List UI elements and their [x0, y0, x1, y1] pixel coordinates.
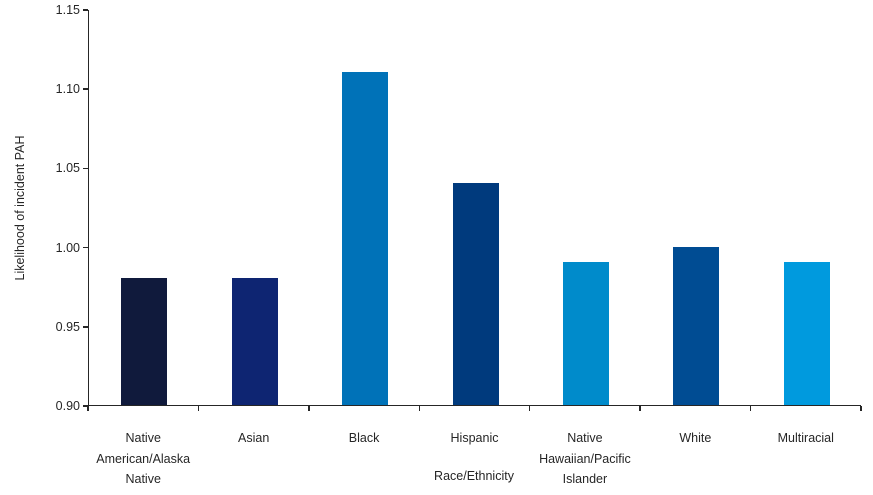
y-tick-label: 1.00 — [55, 240, 80, 255]
bar-black — [342, 72, 389, 405]
y-tick-mark — [83, 9, 88, 11]
x-tick-mark — [639, 406, 641, 411]
bar-native-hawaiian-pacific-islander — [562, 262, 609, 405]
y-tick-label: 0.95 — [55, 319, 80, 334]
y-tick-mark — [83, 405, 88, 407]
plot-area — [88, 10, 861, 406]
x-category-label: White — [679, 431, 712, 445]
x-tick-mark — [528, 406, 531, 411]
x-category-label: Hispanic — [450, 431, 499, 445]
bar-native-american-alaska-native — [121, 278, 168, 405]
y-axis-title: Likelihood of incident PAH — [13, 135, 27, 281]
x-tick-mark — [749, 406, 752, 411]
x-axis-title: Race/Ethnicity — [434, 469, 514, 483]
y-tick-label: 1.15 — [55, 3, 80, 17]
y-tick-label: 1.10 — [55, 82, 80, 97]
y-tick-label: 0.90 — [55, 399, 80, 413]
bar-white — [673, 246, 720, 405]
x-category-label: Native Hawaiian/Pacific Islander — [539, 431, 631, 486]
y-tick-mark — [83, 167, 88, 170]
x-category-label: Multiracial — [777, 431, 834, 445]
x-tick-mark — [418, 406, 421, 411]
x-category-label: Black — [348, 431, 380, 445]
y-tick-label: 1.05 — [55, 161, 80, 176]
bar-asian — [231, 278, 278, 405]
x-category-label: Asian — [238, 431, 270, 445]
x-category-label: Native American/Alaska Native — [96, 431, 191, 486]
x-tick-mark — [860, 406, 862, 411]
y-tick-mark — [83, 326, 88, 328]
y-tick-mark — [83, 246, 88, 249]
y-tick-mark — [83, 88, 88, 90]
x-tick-mark — [308, 406, 310, 411]
bar-hispanic — [452, 183, 499, 405]
x-tick-mark — [87, 406, 89, 411]
bar-multiracial — [783, 262, 830, 405]
x-tick-mark — [197, 406, 200, 411]
